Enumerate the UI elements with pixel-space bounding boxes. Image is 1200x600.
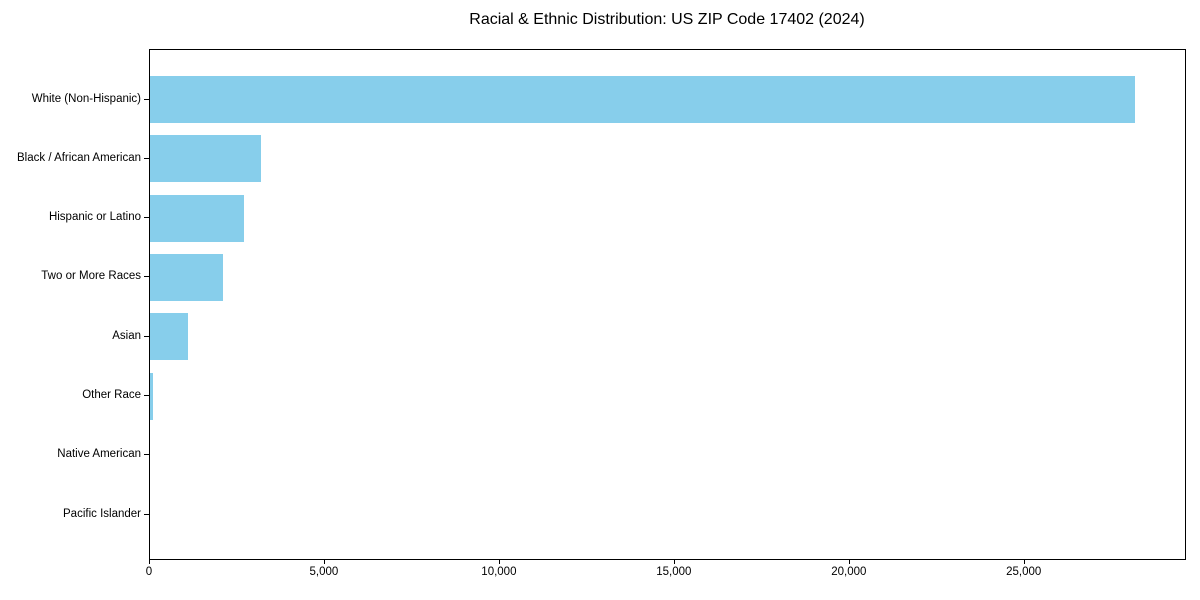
y-tick-mark [143,217,149,219]
plot-area [148,49,1186,560]
bar [149,194,244,242]
y-tick-mark [143,395,149,396]
y-tick-mark [143,157,149,159]
bar [149,135,262,183]
y-tick-mark [143,335,149,337]
y-tick-label: Other Race [82,389,141,401]
y-tick-label: Asian [112,329,141,342]
y-tick-label: White (Non-Hispanic) [31,92,141,105]
x-tick-label: 25,000 [1006,566,1042,578]
x-tick-label: 0 [145,566,153,578]
y-tick-label: Native American [57,448,141,461]
y-tick-label: Hispanic or Latino [48,211,141,224]
x-tick-mark [323,559,325,564]
y-tick-mark [143,454,149,456]
bar [149,76,1136,123]
y-tick-label: Two or More Races [41,270,141,283]
y-tick-mark [143,276,149,278]
x-tick-label: 15,000 [656,566,692,578]
x-tick-mark [1023,559,1025,564]
x-tick-label: 10,000 [481,566,517,578]
bar [149,372,154,420]
bar [149,313,188,361]
y-tick-mark [143,98,149,100]
y-tick-label: Pacific Islander [63,507,141,520]
x-tick-mark [673,559,675,564]
x-tick-label: 20,000 [831,566,867,578]
x-tick-mark [149,559,150,564]
y-tick-mark [143,513,149,515]
x-tick-mark [498,559,500,564]
y-tick-label: Black / African American [17,151,141,164]
x-tick-mark [848,559,850,564]
bar [149,253,223,301]
x-tick-label: 5,000 [309,566,339,578]
chart-title: Racial & Ethnic Distribution: US ZIP Cod… [469,11,865,28]
